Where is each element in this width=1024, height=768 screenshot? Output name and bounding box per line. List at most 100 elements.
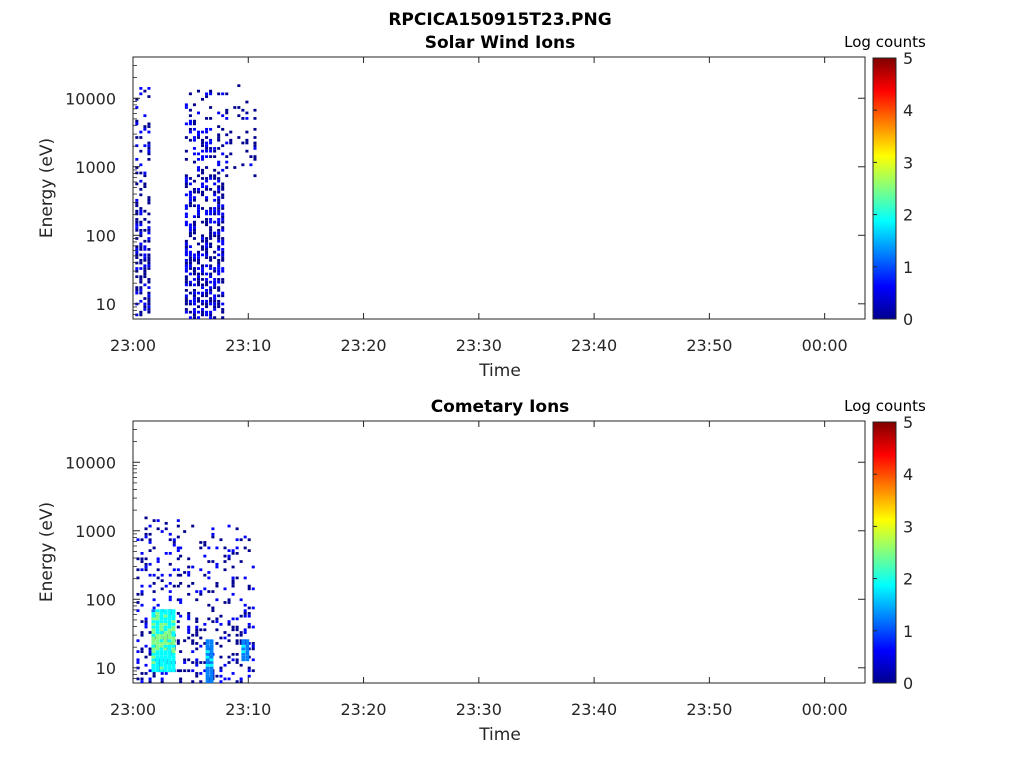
heatmap-cell — [139, 234, 143, 238]
heatmap-cell — [192, 220, 196, 224]
heatmap-cell — [229, 152, 233, 156]
heatmap-cell — [205, 652, 210, 656]
heatmap-cell — [243, 603, 247, 607]
heatmap-cell — [148, 669, 152, 673]
heatmap-cell — [201, 220, 205, 224]
heatmap-cell — [155, 617, 160, 621]
heatmap-cell — [171, 628, 176, 632]
heatmap-cell — [223, 587, 227, 591]
heatmap-cell — [205, 299, 209, 303]
heatmap-cell — [213, 174, 217, 178]
heatmap-cell — [209, 188, 213, 191]
heatmap-cell — [211, 532, 215, 536]
heatmap-cell — [231, 617, 235, 621]
heatmap-cell — [221, 144, 225, 148]
heatmap-cell — [219, 680, 223, 683]
heatmap-cell — [184, 278, 188, 281]
heatmap-cell — [253, 141, 257, 145]
heatmap-cell — [201, 157, 205, 161]
heatmap-cell — [253, 157, 257, 161]
heatmap-cell — [143, 89, 147, 93]
heatmap-cell — [140, 633, 144, 637]
heatmap-cell — [151, 650, 156, 653]
heatmap-cell — [245, 130, 249, 134]
heatmap-cell — [155, 642, 160, 645]
heatmap-cell — [147, 125, 151, 128]
heatmap-cell — [221, 114, 225, 118]
heatmap-cell — [231, 592, 235, 596]
heatmap-cell — [143, 209, 147, 213]
colorbar-tick-label: 1 — [903, 622, 913, 641]
heatmap-cell — [253, 174, 257, 178]
heatmap-cell — [217, 302, 221, 306]
heatmap-cell — [192, 256, 196, 259]
heatmap-cell — [143, 267, 147, 270]
heatmap-cell — [188, 253, 192, 257]
heatmap-cell — [139, 299, 143, 303]
heatmap-cell — [219, 636, 223, 640]
heatmap-cell — [155, 669, 160, 673]
heatmap-cell — [143, 264, 147, 268]
heatmap-cell — [192, 228, 196, 232]
heatmap-cell — [243, 535, 247, 539]
heatmap-cell — [144, 617, 148, 621]
heatmap-cell — [201, 138, 205, 142]
heatmap-cell — [196, 261, 201, 265]
heatmap-cell — [205, 196, 209, 199]
heatmap-cell — [156, 576, 160, 580]
heatmap-cell — [199, 628, 203, 632]
heatmap-cell — [136, 609, 140, 613]
heatmap-cell — [188, 291, 192, 295]
heatmap-cell — [188, 316, 192, 319]
heatmap-cell — [209, 155, 213, 158]
heatmap-cell — [245, 117, 249, 120]
heatmap-cell — [184, 250, 188, 254]
heatmap-cell — [227, 677, 231, 681]
heatmap-cell — [209, 275, 213, 279]
heatmap-cell — [245, 650, 250, 653]
heatmap-cell — [188, 190, 192, 194]
heatmap-cell — [211, 606, 215, 610]
heatmap-cell — [221, 310, 225, 314]
x-axis-ticks: 23:00 23:10 23:20 23:30 23:40 23:50 00:00 — [110, 57, 848, 355]
heatmap-cell — [243, 631, 247, 634]
heatmap-cell — [159, 639, 164, 643]
heatmap-cell — [203, 554, 207, 558]
heatmap-cell — [171, 652, 176, 656]
heatmap-cell — [201, 171, 205, 175]
heatmap-cell — [159, 609, 164, 613]
heatmap-cell — [148, 631, 152, 634]
heatmap-cell — [163, 669, 168, 673]
heatmap-cell — [188, 283, 192, 287]
heatmap-cell — [235, 527, 239, 531]
heatmap-cell — [184, 269, 188, 273]
heatmap-cell — [201, 97, 205, 101]
heatmap-cell — [167, 669, 172, 673]
heatmap-cell — [241, 163, 245, 167]
heatmap-cell — [195, 628, 199, 632]
heatmap-cell — [151, 628, 156, 632]
heatmap-cell — [143, 308, 147, 311]
heatmap-cell — [135, 119, 139, 123]
heatmap-cell — [163, 644, 168, 648]
heatmap-cell — [140, 557, 144, 561]
heatmap-cell — [140, 620, 144, 623]
heatmap-cell — [148, 573, 152, 577]
heatmap-cell — [187, 571, 191, 574]
heatmap-cell — [171, 650, 176, 653]
heatmap-cell — [237, 136, 241, 139]
heatmap-cell — [139, 130, 143, 134]
heatmap-cell — [152, 672, 156, 675]
heatmap-cell — [205, 677, 210, 681]
heatmap-cell — [209, 288, 213, 292]
heatmap-cell — [163, 633, 168, 637]
heatmap-cell — [213, 155, 217, 158]
heatmap-cell — [225, 108, 229, 112]
x-axis-label: Time — [478, 361, 521, 381]
heatmap-cell — [235, 680, 239, 683]
heatmap-cell — [231, 584, 235, 588]
heatmap-cell — [159, 628, 164, 632]
heatmap-cell — [209, 655, 214, 659]
heatmap-cell — [201, 237, 205, 240]
heatmap-cell — [231, 576, 235, 580]
